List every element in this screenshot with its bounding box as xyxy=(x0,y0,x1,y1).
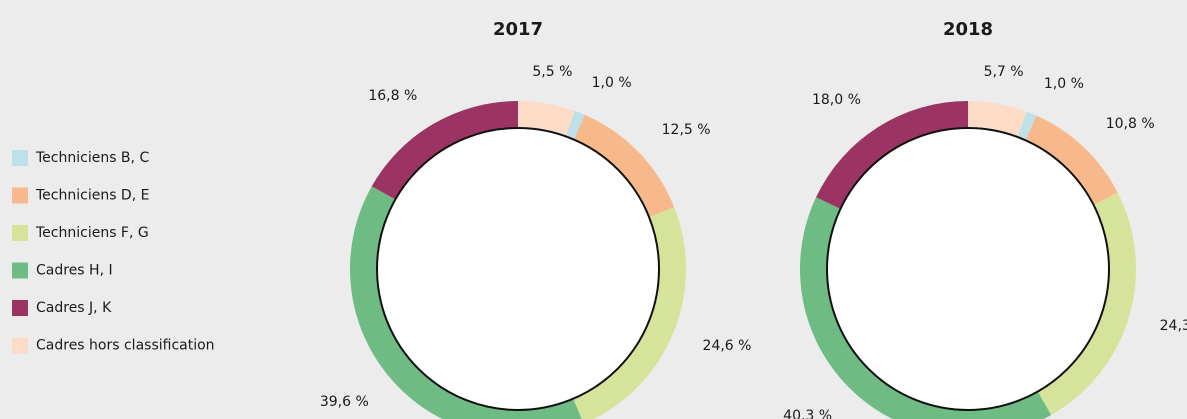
value-label: 24,6 % xyxy=(703,338,752,354)
donut-inner-ring xyxy=(376,127,660,411)
legend-label: Techniciens B, C xyxy=(35,150,149,166)
value-label: 5,5 % xyxy=(532,64,572,80)
donut-inner-ring xyxy=(826,127,1110,411)
donut-segment xyxy=(816,101,968,209)
legend-swatch xyxy=(12,300,28,316)
value-label: 10,8 % xyxy=(1106,116,1155,132)
legend-swatch xyxy=(12,262,28,279)
donut-segment xyxy=(350,186,582,419)
legend-label: Cadres hors classification xyxy=(36,338,215,354)
legend-label: Cadres J, K xyxy=(36,300,112,316)
legend-swatch xyxy=(12,150,28,166)
donut-segment xyxy=(1025,115,1118,205)
donut-segment xyxy=(573,114,675,218)
legend-label: Cadres H, I xyxy=(36,263,113,279)
value-label: 18,0 % xyxy=(812,92,861,108)
donut-segment xyxy=(1037,192,1137,415)
donut-segment xyxy=(371,101,518,200)
value-label: 5,7 % xyxy=(984,64,1024,80)
legend-swatch xyxy=(12,225,28,241)
chart-title: 2018 xyxy=(943,19,993,40)
value-label: 24,3 % xyxy=(1160,318,1187,334)
donut-segment xyxy=(565,110,585,140)
value-label: 12,5 % xyxy=(662,122,711,138)
legend-swatch xyxy=(12,337,28,354)
value-label: 16,8 % xyxy=(368,88,417,104)
donut-segment xyxy=(518,101,575,137)
value-label: 39,6 % xyxy=(320,394,369,410)
legend-label: Techniciens D, E xyxy=(35,188,149,204)
value-label: 1,0 % xyxy=(1044,76,1084,92)
chart-title: 2017 xyxy=(493,19,543,40)
value-label: 1,0 % xyxy=(592,75,632,91)
value-label: 40,3 % xyxy=(783,408,832,419)
donut-segment xyxy=(1017,111,1037,141)
legend-swatch xyxy=(12,187,28,204)
donut-segment xyxy=(573,207,686,419)
legend-label: Techniciens F, G xyxy=(35,225,149,241)
